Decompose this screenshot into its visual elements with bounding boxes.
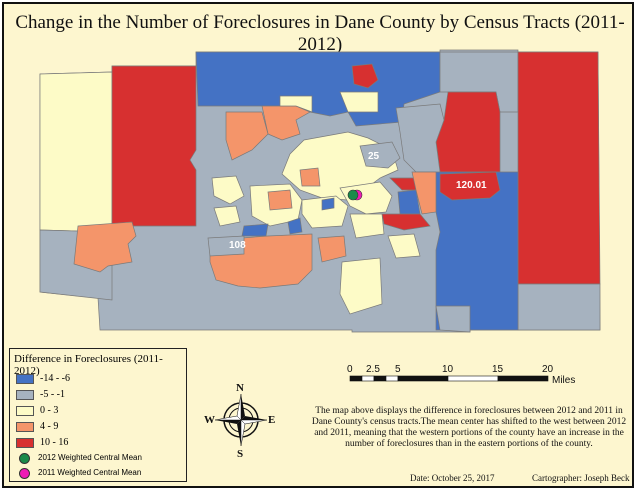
legend-label: 2011 Weighted Central Mean: [38, 468, 142, 477]
tract-north-light: [279, 95, 313, 113]
tract-center-east-gray: [395, 103, 445, 173]
scale-unit: Miles: [552, 375, 576, 386]
tract-top-red: [351, 63, 379, 89]
tract-s-orange: [317, 235, 347, 263]
tract-central-gray-25: [359, 141, 401, 169]
tract-madison-light-4: [349, 213, 385, 239]
legend-point-icon: [19, 467, 30, 479]
tract-west-red: [111, 65, 197, 227]
legend-row: 4 - 9: [16, 421, 58, 433]
tract-west-orange: [73, 221, 137, 273]
tract-madison-light-5: [211, 175, 245, 205]
legend-swatch: [16, 422, 34, 432]
legend-label: 10 - 16: [40, 437, 69, 448]
legend-swatch: [16, 406, 34, 416]
tract-s-light-2: [387, 233, 421, 259]
legend-row: 2012 Weighted Central Mean: [16, 452, 142, 464]
legend-swatch: [16, 438, 34, 448]
tract-east-blue: [435, 171, 519, 331]
tract-120-01: [439, 171, 501, 201]
tract-madison-light-6: [213, 205, 241, 227]
map-description: The map above displays the difference in…: [311, 406, 627, 449]
legend-label: 0 - 3: [40, 405, 59, 416]
scale-tick-2-5: 2.5: [366, 364, 380, 375]
compass-n: N: [236, 382, 244, 394]
tract-se-gray: [517, 283, 601, 331]
tract-sw-gray-108: [207, 235, 245, 257]
compass-e: E: [268, 414, 276, 426]
compass-w: W: [204, 414, 215, 426]
tract-north-light-2: [339, 91, 379, 113]
tract-nw-light: [39, 71, 113, 233]
tract-madison-blue-2: [241, 223, 269, 237]
legend-point-icon: [19, 452, 30, 464]
tract-madison-orange-2: [411, 171, 437, 215]
footer-cartographer: Cartographer: Joseph Beck: [532, 473, 630, 483]
scale-bar: [349, 375, 549, 382]
legend-row: 2011 Weighted Central Mean: [16, 467, 141, 479]
tract-madison-light-2: [301, 195, 349, 229]
tract-east-red: [517, 51, 601, 285]
mean-2012-point: [347, 189, 359, 201]
legend-label: 4 - 9: [40, 421, 59, 432]
tract-se-gray-2: [435, 305, 471, 333]
scale-tick-5: 5: [395, 364, 401, 375]
tract-s-light: [339, 257, 383, 315]
legend-row: -5 - -1: [16, 389, 65, 401]
tract-madison-blue-1: [321, 197, 335, 211]
tract-madison-orange: [267, 189, 293, 211]
legend-label: -14 - -6: [40, 373, 70, 384]
scale-tick-20: 20: [542, 364, 554, 375]
compass-s: S: [237, 448, 244, 460]
footer-date: Date: October 25, 2017: [410, 473, 495, 483]
legend-label: 2012 Weighted Central Mean: [38, 453, 142, 462]
legend-row: 0 - 3: [16, 405, 58, 417]
legend-label: -5 - -1: [40, 389, 65, 400]
scale-tick-15: 15: [492, 364, 504, 375]
scale-tick-10: 10: [442, 364, 454, 375]
legend-swatch: [16, 374, 34, 384]
map-title: Change in the Number of Foreclosures in …: [15, 12, 625, 55]
tract-label-108: 108: [229, 240, 246, 251]
tract-westcentral-orange: [225, 111, 269, 161]
legend: Difference in Foreclosures (2011-2012) -…: [9, 348, 187, 482]
legend-swatch: [16, 390, 34, 400]
tract-label-25: 25: [368, 151, 380, 162]
tract-label-120-01: 120.01: [456, 180, 487, 191]
scale-tick-0: 0: [347, 364, 353, 375]
legend-row: -14 - -6: [16, 373, 70, 385]
tract-madison-red-2: [381, 213, 431, 231]
tract-s-orange-2: [299, 167, 321, 187]
north-arrow-icon: [214, 393, 268, 447]
tract-madison-blue-3: [287, 217, 303, 235]
legend-row: 10 - 16: [16, 437, 68, 449]
